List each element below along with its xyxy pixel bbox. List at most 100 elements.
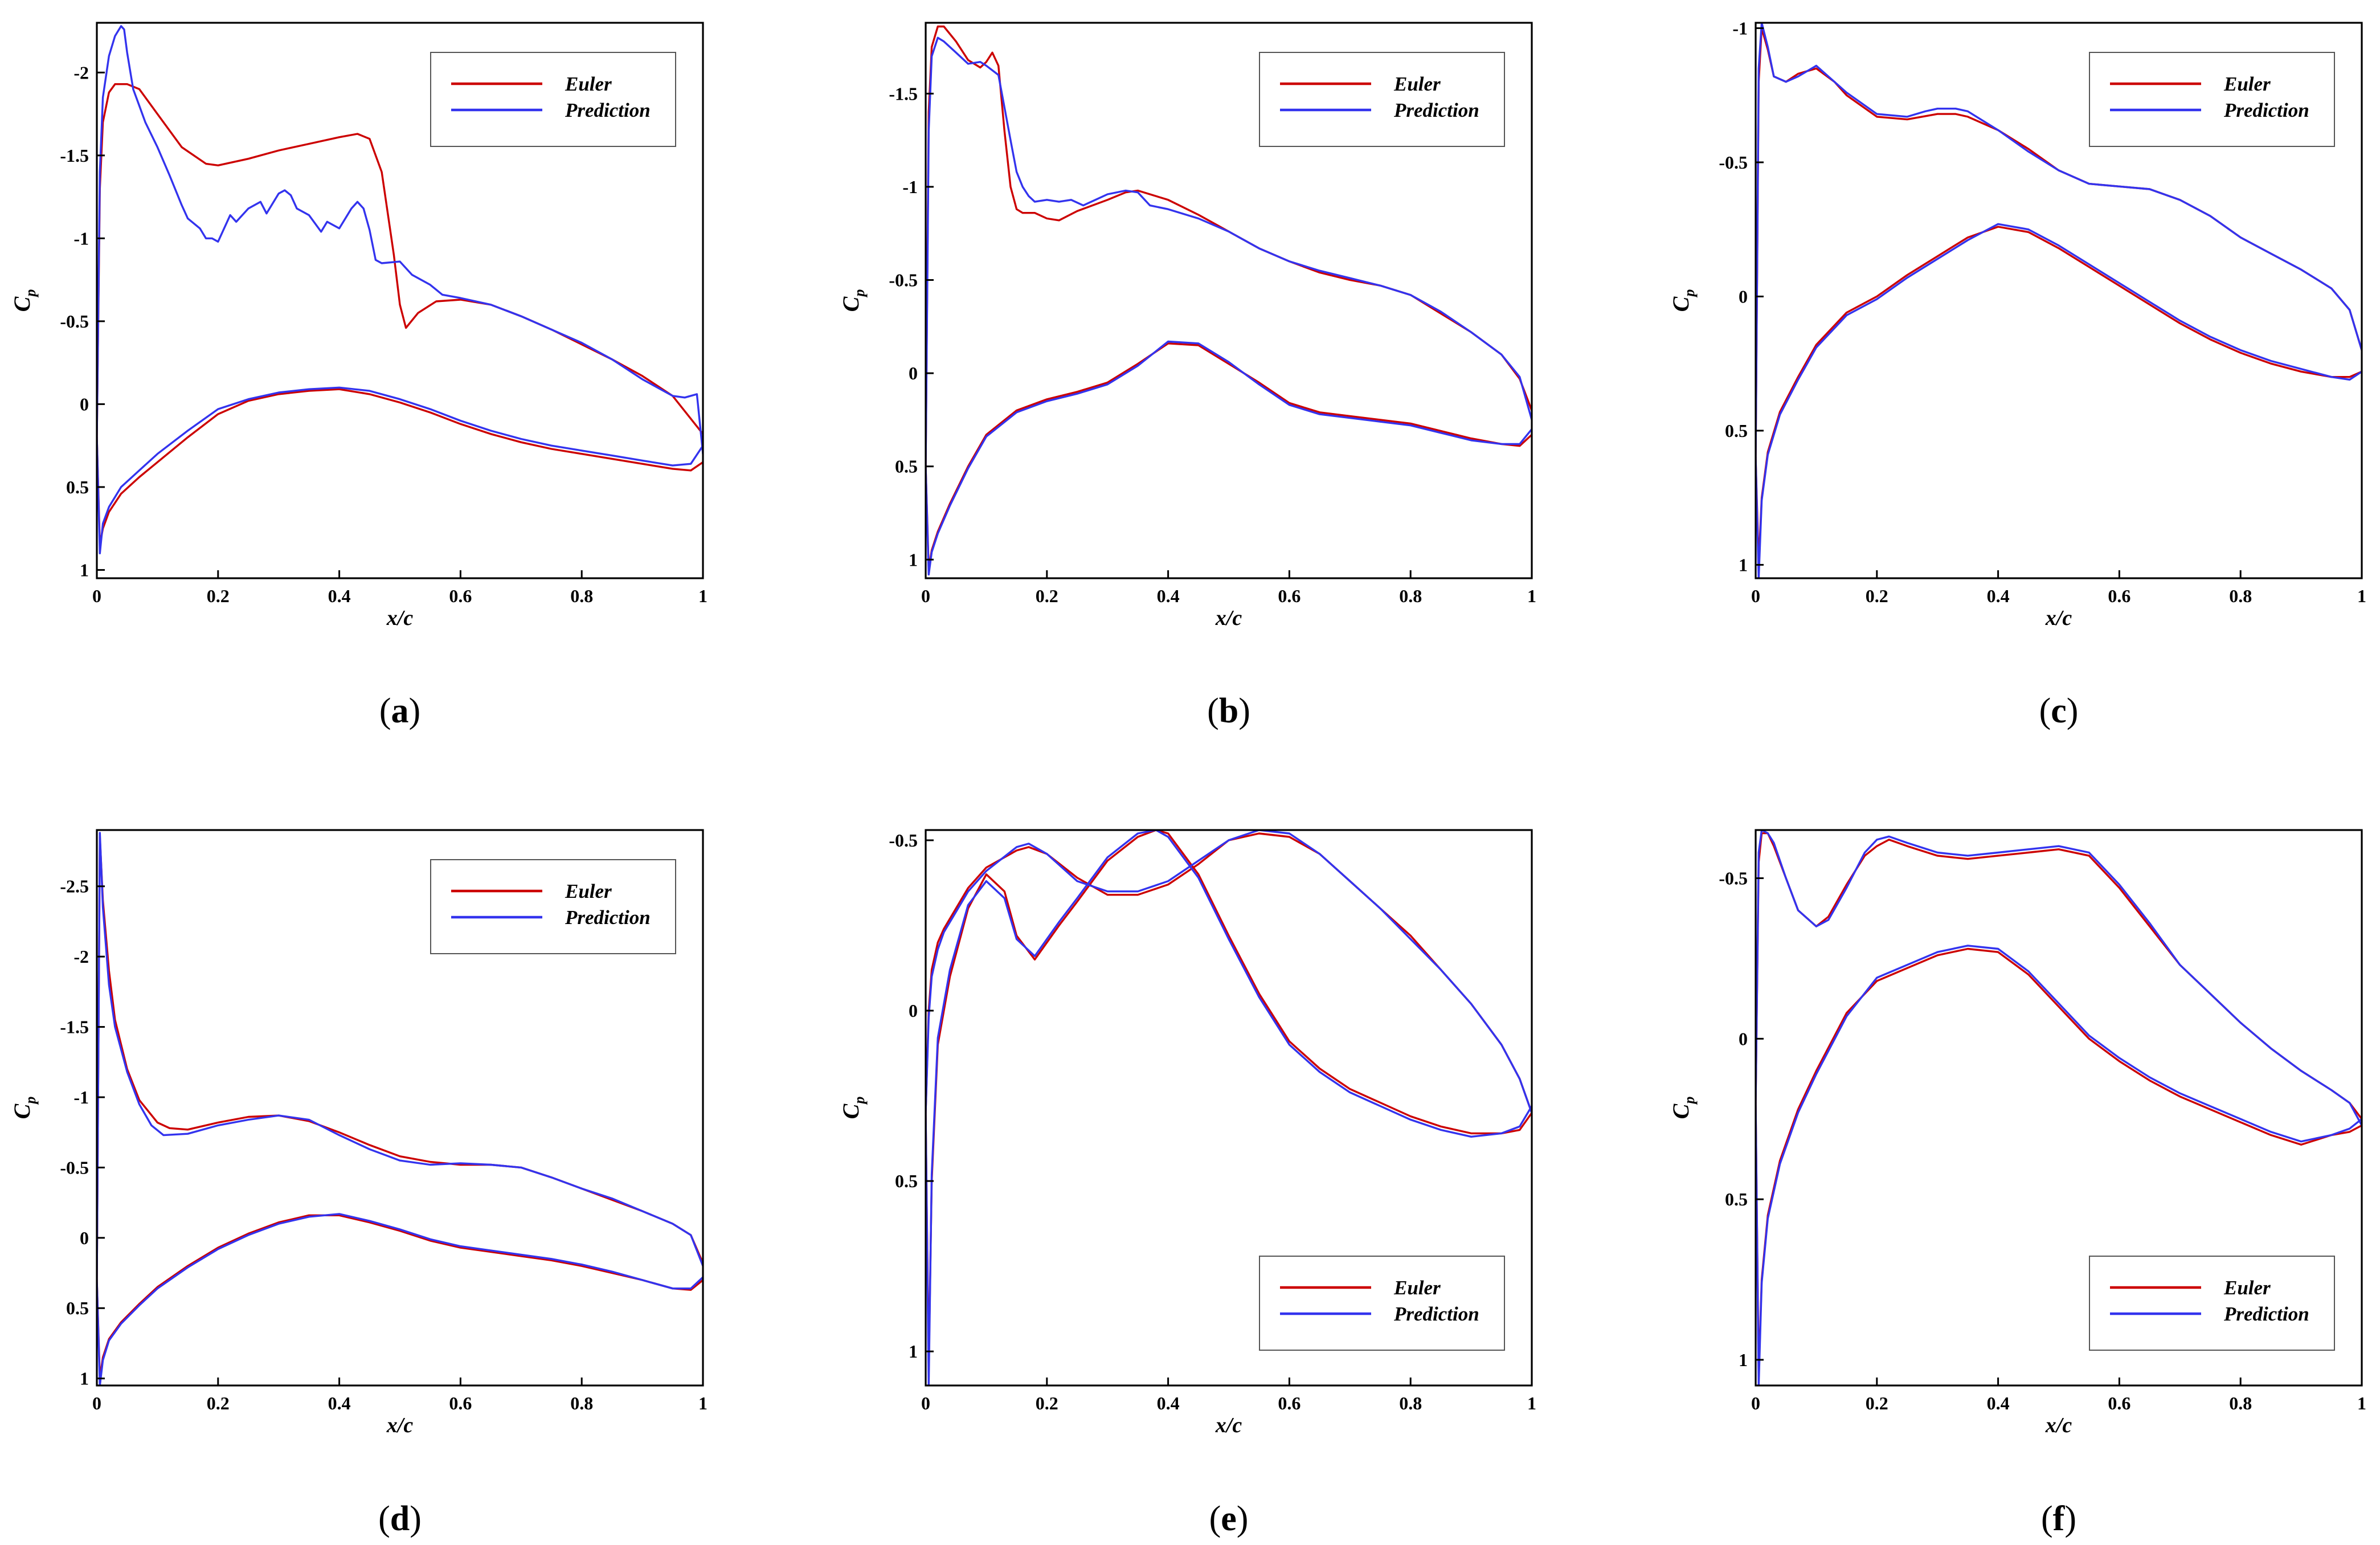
series-euler-upper-line: [1756, 832, 2362, 1120]
y-tick-label: 0: [909, 363, 918, 383]
x-tick-label: 0.6: [2108, 1393, 2130, 1413]
series-prediction-upper-line: [926, 830, 1532, 1114]
chart-panel-e: 0 0.2 0.4 0.6 0.8 1 -0.5 0 0.5 1 x/c Cp Euler Predict…: [838, 829, 1536, 1538]
y-axis-label: Cp: [1668, 289, 1698, 312]
legend-box: [430, 859, 676, 954]
x-tick-label: 0: [921, 586, 930, 606]
x-tick-label: 0.8: [570, 1393, 593, 1413]
plot-area: [926, 830, 1532, 1385]
y-tick-label: 0.5: [895, 456, 918, 477]
x-tick-label: 0.2: [1866, 1393, 1888, 1413]
axes-frame: [1755, 22, 2363, 579]
y-tick-label: -1: [73, 228, 89, 248]
y-tick-label: -1: [1732, 18, 1748, 38]
x-tick-label: 0.6: [449, 586, 472, 606]
y-tick-label: 0.5: [1725, 420, 1748, 441]
x-tick-label: 0: [1751, 586, 1760, 606]
series-euler-lower-line: [97, 1214, 703, 1380]
y-tick-label: -1.5: [60, 145, 89, 166]
y-tick-label: -0.5: [60, 311, 89, 332]
series-prediction-upper-line: [97, 832, 703, 1281]
series-euler-lower-line: [926, 342, 1532, 570]
y-tick-label: 0: [80, 394, 89, 414]
chart-panel-b: 0 0.2 0.4 0.6 0.8 1 -1.5 -1 -0.5 0 0.5 1 x/c Cp Euler P…: [838, 22, 1536, 730]
plot-area: [97, 832, 703, 1385]
x-tick-label: 0.4: [1157, 586, 1180, 606]
x-tick-label: 0.8: [2229, 586, 2252, 606]
y-tick-label: 0: [80, 1228, 89, 1248]
x-tick-label: 0: [92, 1393, 101, 1413]
axes-frame: [96, 22, 704, 579]
x-axis-label: x/c: [1215, 1413, 1242, 1437]
series-prediction-upper-line: [1756, 830, 2362, 1127]
y-tick-label: 1: [909, 549, 918, 570]
y-axis-label: Cp: [1668, 1097, 1698, 1119]
y-tick-label: 1: [1739, 1350, 1748, 1370]
y-axis-label: Cp: [9, 1097, 39, 1119]
y-tick-label: -1: [73, 1087, 89, 1107]
panel-label: (d): [378, 1499, 422, 1538]
series-euler-upper-line: [926, 832, 1532, 1114]
x-tick-label: 1: [1527, 586, 1536, 606]
series-euler-lower-line: [97, 388, 703, 546]
x-tick-label: 0.2: [1036, 1393, 1058, 1413]
legend-box: [1259, 52, 1505, 147]
legend-label-euler: Euler: [1393, 73, 1441, 95]
legend-box: [2089, 1256, 2335, 1351]
plot-area: [1756, 23, 2362, 578]
y-tick-label: 1: [80, 559, 89, 580]
series-prediction-upper-line: [926, 36, 1532, 468]
chart-panel-f: 0 0.2 0.4 0.6 0.8 1 -0.5 0 0.5 1 x/c Cp Euler Predict…: [1668, 829, 2366, 1538]
x-tick-label: 0.2: [207, 1393, 230, 1413]
series-prediction-upper-line: [97, 25, 703, 455]
legend: Euler Prediction: [430, 859, 676, 954]
y-tick-label: 0: [1739, 286, 1748, 306]
legend-label-euler: Euler: [2223, 1277, 2271, 1299]
chart-panel-c: 0 0.2 0.4 0.6 0.8 1 -1 -0.5 0 0.5 1 x/c Cp Euler Predi…: [1668, 18, 2366, 730]
plot-area: [97, 25, 703, 554]
y-tick-label: 1: [1739, 554, 1748, 575]
legend-label-euler: Euler: [565, 73, 612, 95]
y-tick-label: -0.5: [889, 270, 918, 291]
x-tick-label: 0.2: [1036, 586, 1058, 606]
y-axis-label: Cp: [838, 1097, 868, 1119]
y-tick-label: -1.5: [889, 83, 918, 104]
legend-box: [1259, 1256, 1505, 1351]
legend-label-prediction: Prediction: [1393, 1303, 1479, 1325]
series-euler-lower-line: [926, 830, 1532, 1370]
y-tick-label: -2: [73, 62, 89, 83]
y-tick-label: -1.5: [60, 1017, 89, 1037]
legend: Euler Prediction: [430, 52, 676, 147]
y-tick-label: 1: [80, 1368, 89, 1389]
series-prediction-upper-line: [1756, 23, 2362, 459]
panel-label: (f): [2041, 1499, 2076, 1538]
x-tick-label: 0.4: [1987, 1393, 2010, 1413]
legend-label-prediction: Prediction: [2223, 1303, 2309, 1325]
y-tick-label: -1: [902, 177, 918, 197]
axes-frame: [925, 22, 1533, 579]
x-tick-label: 0.6: [449, 1393, 472, 1413]
x-tick-label: 0.8: [570, 586, 593, 606]
x-tick-label: 1: [1527, 1393, 1536, 1413]
x-tick-label: 0.6: [1278, 1393, 1301, 1413]
panel-label: (a): [379, 692, 420, 730]
x-axis-label: x/c: [386, 606, 414, 630]
x-axis-label: x/c: [386, 1413, 414, 1437]
x-tick-label: 1: [698, 1393, 708, 1413]
x-tick-label: 0.2: [207, 586, 230, 606]
axes-frame: [925, 829, 1533, 1387]
panel-label: (e): [1209, 1499, 1249, 1538]
chart-panel-a: 0 0.2 0.4 0.6 0.8 1 -2 -1.5 -1 -0.5 0 0.5 1 x/c Cp Eule…: [9, 22, 708, 730]
y-tick-label: 0: [1739, 1028, 1748, 1049]
x-tick-label: 0.8: [2229, 1393, 2252, 1413]
legend-label-prediction: Prediction: [1393, 99, 1479, 121]
y-tick-label: 0.5: [1725, 1189, 1748, 1209]
legend-label-euler: Euler: [565, 880, 612, 902]
x-tick-label: 0.8: [1399, 586, 1422, 606]
x-tick-label: 0.4: [328, 586, 351, 606]
series-prediction-lower-line: [926, 340, 1532, 576]
legend-box: [2089, 52, 2335, 147]
panel-label: (c): [2039, 692, 2079, 730]
legend: Euler Prediction: [1259, 1256, 1505, 1351]
